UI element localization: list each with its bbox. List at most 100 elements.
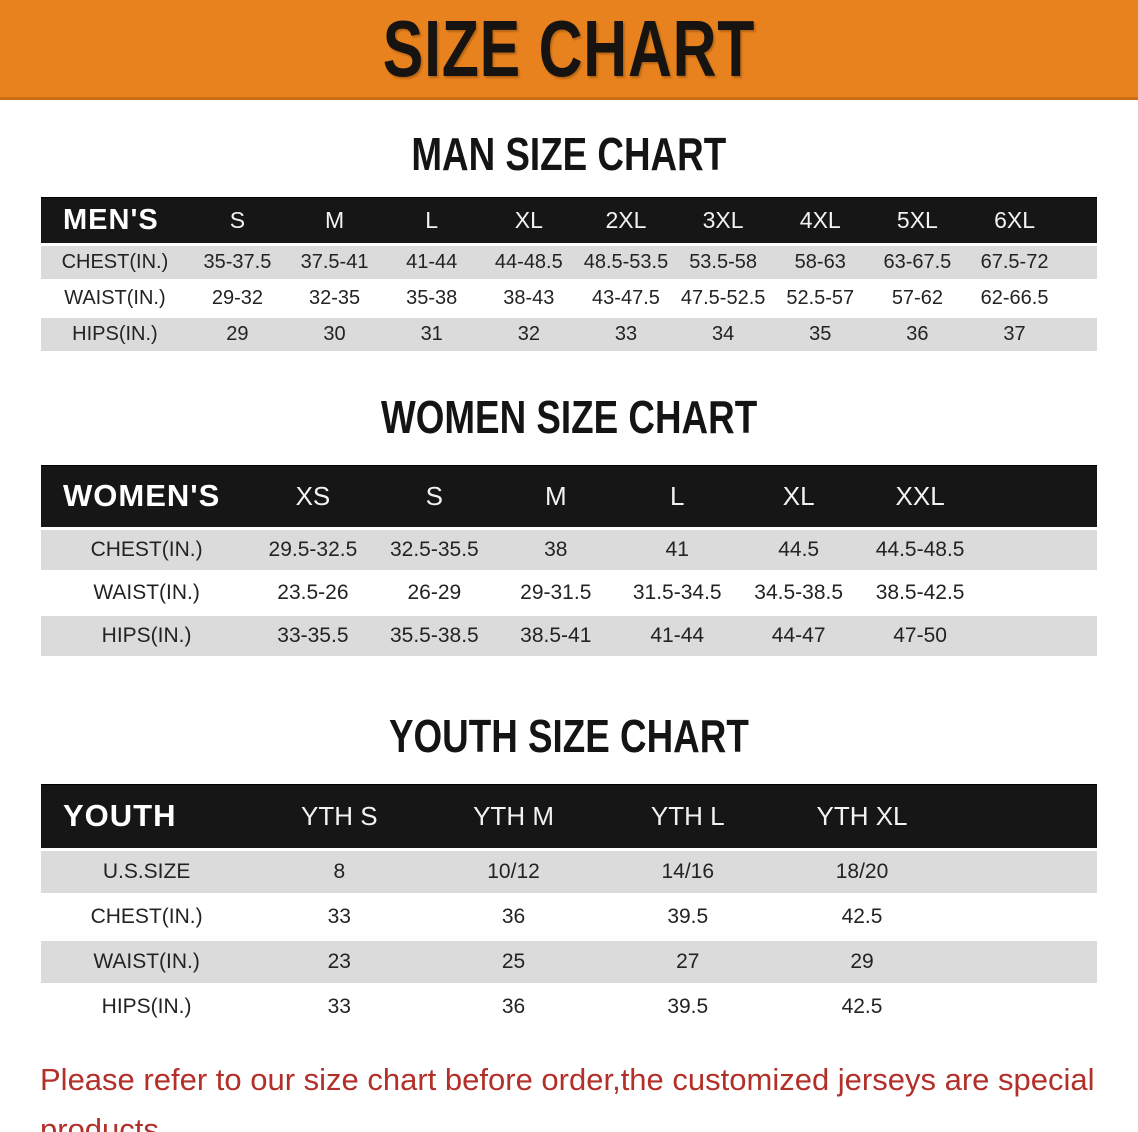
banner-title: SIZE CHART — [382, 3, 756, 93]
size-value-cell: 27 — [600, 941, 775, 983]
size-table-row: HIPS(IN.) 33 36 39.5 42.5 — [41, 986, 1097, 1028]
size-value-cell: 33-35.5 — [252, 616, 374, 656]
size-value-cell: 29-31.5 — [495, 573, 617, 613]
size-table-row: U.S.SIZE 8 10/12 14/16 18/20 — [41, 851, 1097, 893]
size-value-cell: 53.5-58 — [674, 246, 772, 279]
size-column-header: YTH S — [252, 784, 427, 848]
size-value-cell: 42.5 — [774, 896, 950, 938]
size-value-cell: 30 — [285, 318, 384, 351]
men-size-table: MEN'S S M L XL 2XL 3XL 4XL 5XL 6XL CHEST(IN.) 35-37… — [41, 194, 1097, 354]
size-value-cell: 43-47.5 — [577, 282, 675, 315]
size-value-cell: 34 — [674, 318, 772, 351]
size-value-cell: 37.5-41 — [285, 246, 384, 279]
table-corner-label: YOUTH — [41, 784, 253, 848]
size-table-row: CHEST(IN.) 35-37.5 37.5-41 41-44 44-48.5 48.5… — [41, 246, 1097, 279]
size-column-header: S — [188, 197, 286, 243]
size-table-header-row: MEN'S S M L XL 2XL 3XL 4XL 5XL 6XL — [41, 197, 1097, 243]
size-value-cell: 29 — [774, 941, 950, 983]
women-section-heading: WOMEN SIZE CHART — [0, 354, 1138, 440]
size-value-cell: 38-43 — [480, 282, 578, 315]
size-value-cell: 36 — [426, 986, 601, 1028]
row-spacer-cell — [949, 986, 1097, 1028]
size-value-cell: 63-67.5 — [868, 246, 966, 279]
measurement-row-label: CHEST(IN.) — [41, 246, 189, 279]
size-column-header: 5XL — [868, 197, 966, 243]
banner: SIZE CHART — [0, 0, 1138, 100]
order-policy-note-line1: Please refer to our size chart before or… — [40, 1062, 1095, 1132]
size-value-cell: 23.5-26 — [252, 573, 374, 613]
size-value-cell: 25 — [426, 941, 601, 983]
men-section-heading: MAN SIZE CHART — [0, 100, 1138, 177]
size-value-cell: 38.5-42.5 — [859, 573, 981, 613]
size-value-cell: 38 — [495, 530, 617, 570]
size-value-cell: 36 — [426, 896, 601, 938]
size-value-cell: 47.5-52.5 — [674, 282, 772, 315]
measurement-row-label: WAIST(IN.) — [41, 573, 253, 613]
size-value-cell: 29 — [188, 318, 286, 351]
size-value-cell: 10/12 — [426, 851, 601, 893]
size-column-header: XL — [737, 465, 860, 527]
size-table-row: CHEST(IN.) 33 36 39.5 42.5 — [41, 896, 1097, 938]
measurement-row-label: CHEST(IN.) — [41, 896, 253, 938]
table-corner-label: WOMEN'S — [41, 465, 253, 527]
size-value-cell: 47-50 — [859, 616, 981, 656]
size-value-cell: 35-38 — [383, 282, 481, 315]
size-value-cell: 67.5-72 — [965, 246, 1064, 279]
youth-size-table: YOUTH YTH S YTH M YTH L YTH XL U.S.SIZE 8 10/12… — [41, 781, 1097, 1031]
row-spacer-cell — [1063, 246, 1097, 279]
measurement-row-label: HIPS(IN.) — [41, 616, 253, 656]
size-column-header: M — [285, 197, 384, 243]
size-value-cell: 39.5 — [600, 896, 775, 938]
size-value-cell: 31.5-34.5 — [616, 573, 738, 613]
measurement-row-label: CHEST(IN.) — [41, 530, 253, 570]
size-value-cell: 29.5-32.5 — [252, 530, 374, 570]
row-spacer-cell — [1063, 318, 1097, 351]
size-column-header: S — [373, 465, 496, 527]
size-value-cell: 29-32 — [188, 282, 286, 315]
row-spacer-cell — [949, 941, 1097, 983]
size-value-cell: 14/16 — [600, 851, 775, 893]
size-column-header: XL — [480, 197, 578, 243]
size-value-cell: 35.5-38.5 — [373, 616, 496, 656]
measurement-row-label: WAIST(IN.) — [41, 282, 189, 315]
size-table-header-row: WOMEN'S XS S M L XL XXL — [41, 465, 1097, 527]
size-table-row: WAIST(IN.) 23.5-26 26-29 29-31.5 31.5-34.5 34… — [41, 573, 1097, 613]
size-value-cell: 35-37.5 — [188, 246, 286, 279]
size-value-cell: 33 — [252, 986, 427, 1028]
women-section-heading-text: WOMEN SIZE CHART — [380, 391, 758, 443]
measurement-row-label: U.S.SIZE — [41, 851, 253, 893]
row-spacer-cell — [980, 616, 1097, 656]
size-column-header: YTH XL — [774, 784, 950, 848]
size-value-cell: 18/20 — [774, 851, 950, 893]
size-value-cell: 36 — [868, 318, 966, 351]
size-value-cell: 41 — [616, 530, 738, 570]
size-value-cell: 23 — [252, 941, 427, 983]
size-table-row: CHEST(IN.) 29.5-32.5 32.5-35.5 38 41 44.5 44.5… — [41, 530, 1097, 570]
youth-section-heading: YOUTH SIZE CHART — [0, 659, 1138, 759]
measurement-row-label: HIPS(IN.) — [41, 986, 253, 1028]
size-column-header: 2XL — [577, 197, 675, 243]
size-value-cell: 33 — [252, 896, 427, 938]
size-value-cell: 32-35 — [285, 282, 384, 315]
measurement-row-label: HIPS(IN.) — [41, 318, 189, 351]
size-value-cell: 52.5-57 — [771, 282, 869, 315]
youth-size-section: YOUTH SIZE CHART YOUTH YTH S YTH M YTH L YTH… — [0, 659, 1138, 1031]
size-column-header: 3XL — [674, 197, 772, 243]
size-value-cell: 34.5-38.5 — [737, 573, 860, 613]
size-value-cell: 32.5-35.5 — [373, 530, 496, 570]
header-spacer-cell — [980, 465, 1097, 527]
women-size-table: WOMEN'S XS S M L XL XXL CHEST(IN.) 29.5-32.5 32.5… — [41, 462, 1097, 659]
table-corner-label: MEN'S — [41, 197, 189, 243]
row-spacer-cell — [1063, 282, 1097, 315]
size-value-cell: 44.5 — [737, 530, 860, 570]
size-column-header: L — [383, 197, 481, 243]
size-column-header: L — [616, 465, 738, 527]
size-table-row: WAIST(IN.) 23 25 27 29 — [41, 941, 1097, 983]
size-value-cell: 41-44 — [383, 246, 481, 279]
row-spacer-cell — [980, 573, 1097, 613]
size-value-cell: 48.5-53.5 — [577, 246, 675, 279]
size-value-cell: 42.5 — [774, 986, 950, 1028]
size-table-row: WAIST(IN.) 29-32 32-35 35-38 38-43 43-47.5 47.… — [41, 282, 1097, 315]
size-value-cell: 31 — [383, 318, 481, 351]
